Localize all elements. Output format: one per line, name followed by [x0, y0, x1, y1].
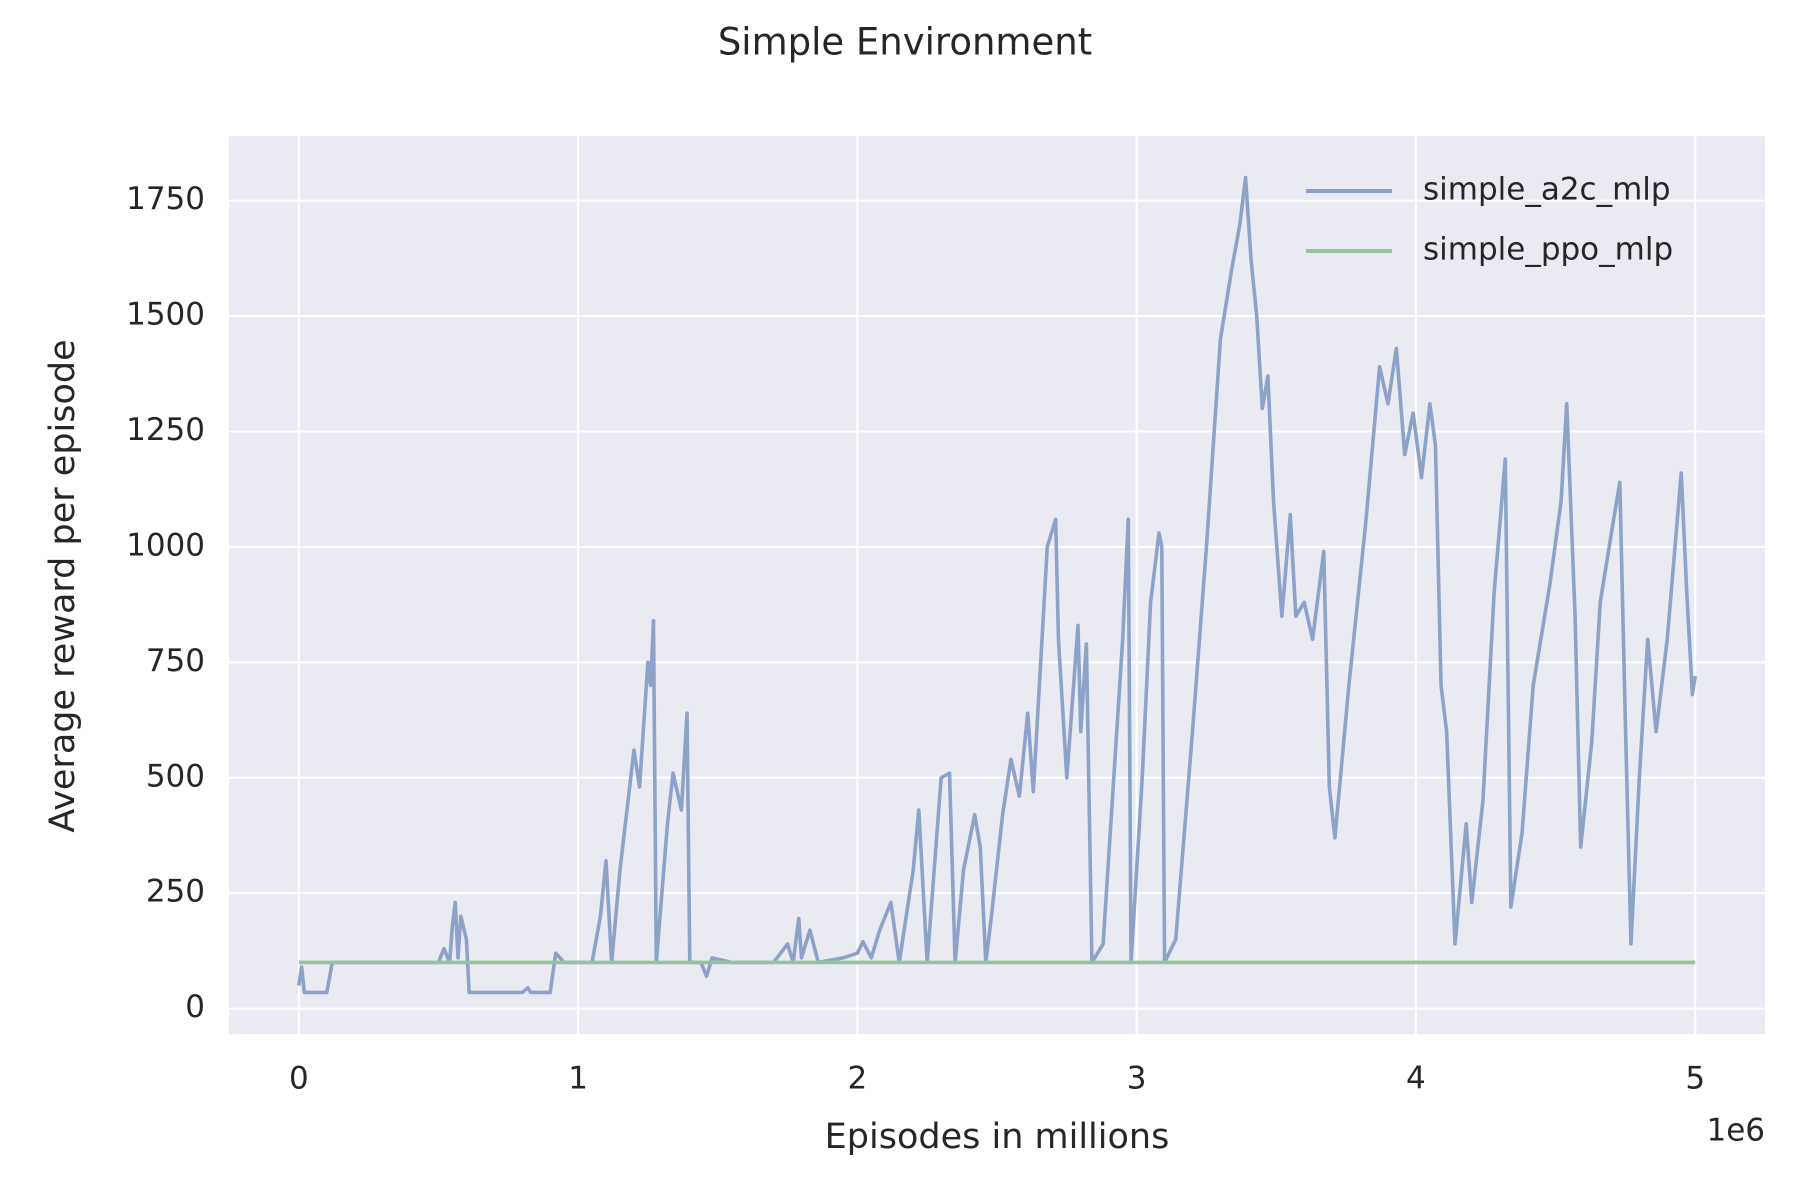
legend-label: simple_a2c_mlp	[1423, 172, 1671, 208]
chart-title: Simple Environment	[718, 21, 1092, 64]
x-tick-label: 0	[289, 1061, 309, 1097]
plot-area	[229, 136, 1765, 1034]
x-offset-label: 1e6	[1706, 1113, 1765, 1149]
series-line	[297, 175, 1697, 995]
y-tick-label: 750	[146, 643, 205, 679]
x-tick-label: 3	[1127, 1061, 1147, 1097]
x-axis-label: Episodes in millions	[825, 1117, 1170, 1157]
x-tick-label: 5	[1685, 1061, 1705, 1097]
y-tick-label: 1750	[126, 181, 205, 217]
x-tick-label: 2	[847, 1061, 867, 1097]
y-tick-label: 1000	[126, 527, 205, 563]
y-tick-label: 1250	[126, 412, 205, 448]
x-tick-label: 1	[568, 1061, 588, 1097]
y-tick-label: 1500	[126, 297, 205, 333]
y-axis-label: Average reward per episode	[43, 339, 83, 832]
y-tick-label: 250	[146, 874, 205, 910]
y-tick-label: 500	[146, 758, 205, 794]
legend-label: simple_ppo_mlp	[1423, 232, 1673, 268]
x-tick-label: 4	[1406, 1061, 1426, 1097]
y-tick-label: 0	[185, 989, 205, 1025]
